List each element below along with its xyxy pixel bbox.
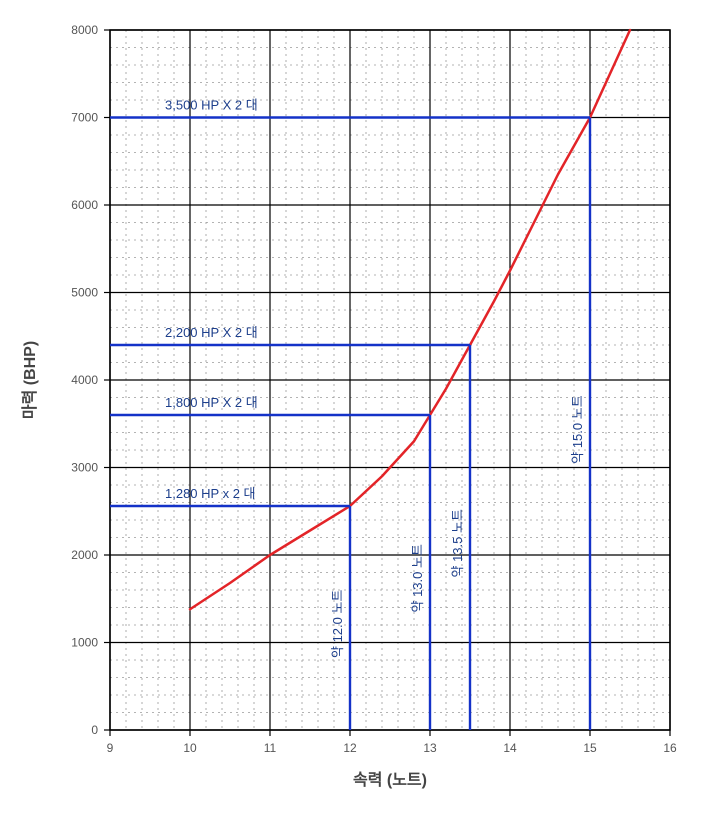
callout-h-label: 1,280 HP x 2 대 (165, 486, 256, 501)
callout-h-label: 2,200 HP X 2 대 (165, 325, 258, 340)
y-tick-label: 7000 (71, 111, 98, 125)
x-tick-label: 11 (264, 741, 277, 755)
callout-v-label: 약 15.0 노트 (570, 395, 585, 463)
y-tick-label: 2000 (71, 548, 98, 562)
x-tick-label: 12 (343, 741, 357, 755)
x-tick-label: 13 (423, 741, 437, 755)
callout-v-label: 약 13.5 노트 (450, 509, 465, 577)
callout-h-label: 3,500 HP X 2 대 (165, 98, 258, 113)
y-tick-label: 0 (91, 723, 98, 737)
y-tick-label: 6000 (71, 198, 98, 212)
y-tick-label: 3000 (71, 461, 98, 475)
y-axis-label: 마력 (BHP) (20, 341, 39, 419)
y-tick-label: 8000 (71, 23, 98, 37)
power-speed-chart: 9 10 11 12 13 14 15 16 0 1000 2000 3000 4000 5000 6000… (0, 0, 706, 816)
x-tick-label: 9 (107, 741, 114, 755)
x-tick-label: 14 (503, 741, 517, 755)
x-axis-label: 속력 (노트) (353, 770, 427, 789)
callout-h-label: 1,800 HP X 2 대 (165, 395, 258, 410)
chart-svg: 9 10 11 12 13 14 15 16 0 1000 2000 3000 4000 5000 6000… (0, 0, 706, 816)
y-tick-label: 5000 (71, 286, 98, 300)
y-tick-label: 1000 (71, 636, 98, 650)
x-tick-label: 15 (583, 741, 597, 755)
y-tick-label: 4000 (71, 373, 98, 387)
x-tick-label: 16 (663, 741, 677, 755)
callout-v-label: 약 13.0 노트 (410, 544, 425, 612)
callout-v-label: 약 12.0 노트 (330, 590, 345, 658)
x-tick-label: 10 (183, 741, 197, 755)
